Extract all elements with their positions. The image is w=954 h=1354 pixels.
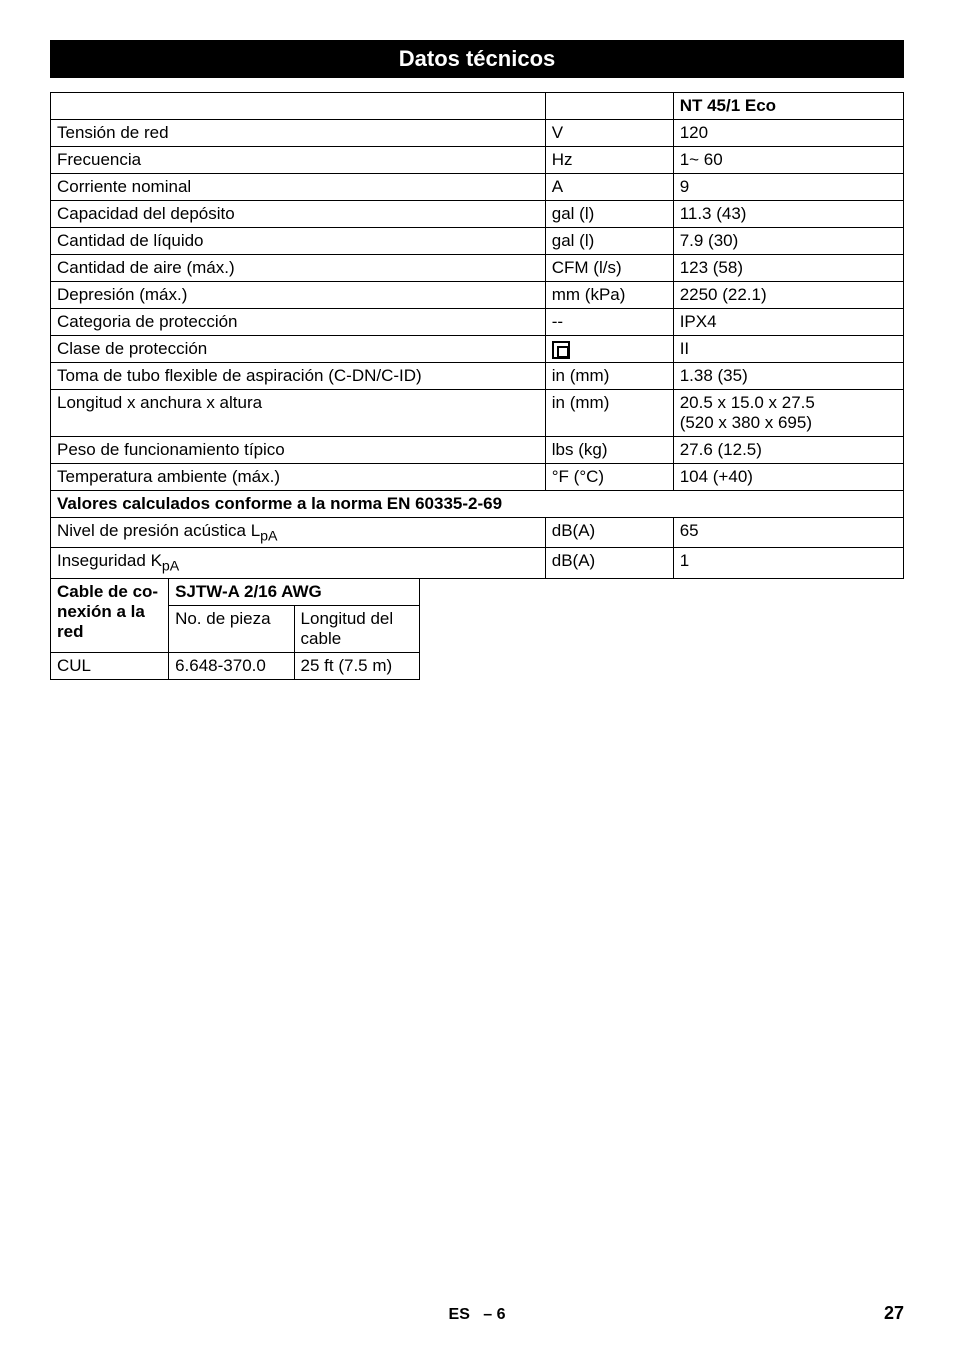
spec-unit: gal (l) (545, 228, 673, 255)
section-title: Datos técnicos (50, 40, 904, 78)
spec-value: 2250 (22.1) (673, 282, 903, 309)
empty-cell (545, 93, 673, 120)
spec-label: Longitud x anchura x altura (51, 390, 546, 437)
spec-value: 9 (673, 174, 903, 201)
spec-unit: CFM (l/s) (545, 255, 673, 282)
spec-value: 27.6 (12.5) (673, 437, 903, 464)
spec-label: Temperatura ambiente (máx.) (51, 464, 546, 491)
spec-unit: mm (kPa) (545, 282, 673, 309)
spec-label: Peso de funcionamiento típico (51, 437, 546, 464)
spec-value: 20.5 x 15.0 x 27.5 (520 x 380 x 695) (673, 390, 903, 437)
cable-title-line: nexión a la red (57, 602, 145, 641)
spec-label: Depresión (máx.) (51, 282, 546, 309)
cable-row-partno: 6.648-370.0 (169, 652, 294, 679)
spec-unit: lbs (kg) (545, 437, 673, 464)
footer-section: – 6 (483, 1306, 505, 1323)
cable-header-partno: No. de pieza (169, 605, 294, 652)
spec-value: 1.38 (35) (673, 363, 903, 390)
page-number: 27 (884, 1303, 904, 1324)
spec-value: 120 (673, 120, 903, 147)
spec-label: Inseguridad KpA (51, 548, 546, 578)
spec-label: Categoria de protección (51, 309, 546, 336)
spec-label: Corriente nominal (51, 174, 546, 201)
spec-label: Capacidad del depósito (51, 201, 546, 228)
spec-unit: in (mm) (545, 363, 673, 390)
empty-cell (51, 93, 546, 120)
spec-unit: °F (°C) (545, 464, 673, 491)
spec-unit (545, 336, 673, 363)
spec-unit: Hz (545, 147, 673, 174)
spec-value: 11.3 (43) (673, 201, 903, 228)
spec-unit: V (545, 120, 673, 147)
spec-label: Cantidad de aire (máx.) (51, 255, 546, 282)
spec-unit: A (545, 174, 673, 201)
spec-value: 104 (+40) (673, 464, 903, 491)
spec-value: 65 (673, 518, 903, 548)
footer-lang: ES (449, 1306, 470, 1323)
cable-row-length: 25 ft (7.5 m) (294, 652, 419, 679)
cable-title: Cable de co- nexión a la red (51, 578, 169, 652)
cable-table: Cable de co- nexión a la red SJTW-A 2/16… (50, 578, 420, 680)
spec-label: Toma de tubo flexible de aspiración (C-D… (51, 363, 546, 390)
section-subtitle: Valores calculados conforme a la norma E… (51, 491, 904, 518)
spec-unit: dB(A) (545, 548, 673, 578)
cable-title-line: Cable de co- (57, 582, 158, 601)
spec-label: Clase de protección (51, 336, 546, 363)
spec-unit: in (mm) (545, 390, 673, 437)
spec-unit: dB(A) (545, 518, 673, 548)
spec-label: Frecuencia (51, 147, 546, 174)
specs-table: NT 45/1 Eco Tensión de redV120 Frecuenci… (50, 92, 904, 579)
cable-row-label: CUL (51, 652, 169, 679)
spec-value: 7.9 (30) (673, 228, 903, 255)
spec-value: II (673, 336, 903, 363)
spec-value: 123 (58) (673, 255, 903, 282)
model-header: NT 45/1 Eco (673, 93, 903, 120)
spec-unit: -- (545, 309, 673, 336)
spec-value: 1~ 60 (673, 147, 903, 174)
cable-header-length: Longitud del cable (294, 605, 419, 652)
cable-spec: SJTW-A 2/16 AWG (169, 578, 420, 605)
spec-label: Cantidad de líquido (51, 228, 546, 255)
spec-value: 1 (673, 548, 903, 578)
spec-label: Tensión de red (51, 120, 546, 147)
spec-value: IPX4 (673, 309, 903, 336)
class2-icon (552, 341, 570, 359)
footer: ES – 6 (0, 1306, 954, 1324)
spec-unit: gal (l) (545, 201, 673, 228)
spec-label: Nivel de presión acústica LpA (51, 518, 546, 548)
